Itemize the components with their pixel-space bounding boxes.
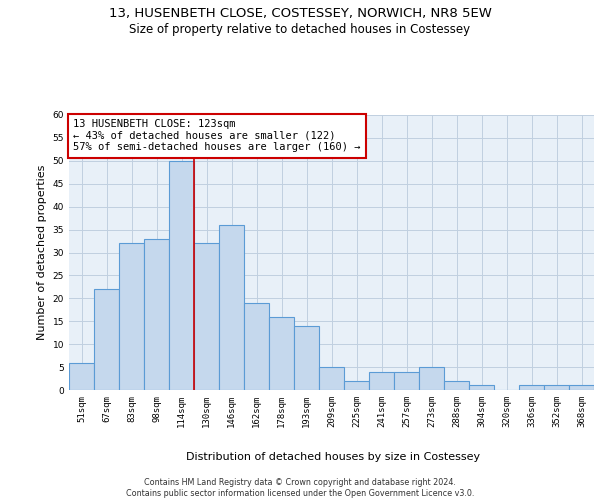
Bar [544,386,569,390]
Bar [219,225,244,390]
Bar [519,386,544,390]
Bar [119,244,144,390]
Bar [294,326,319,390]
Bar [144,239,169,390]
Text: 13 HUSENBETH CLOSE: 123sqm
← 43% of detached houses are smaller (122)
57% of sem: 13 HUSENBETH CLOSE: 123sqm ← 43% of deta… [73,119,361,152]
Bar [194,244,219,390]
Text: Contains HM Land Registry data © Crown copyright and database right 2024.
Contai: Contains HM Land Registry data © Crown c… [126,478,474,498]
Text: Distribution of detached houses by size in Costessey: Distribution of detached houses by size … [186,452,480,462]
Bar [469,386,494,390]
Bar [269,316,294,390]
Bar [69,362,94,390]
Bar [569,386,594,390]
Text: 13, HUSENBETH CLOSE, COSTESSEY, NORWICH, NR8 5EW: 13, HUSENBETH CLOSE, COSTESSEY, NORWICH,… [109,8,491,20]
Bar [344,381,369,390]
Bar [244,303,269,390]
Bar [394,372,419,390]
Bar [319,367,344,390]
Bar [369,372,394,390]
Bar [94,289,119,390]
Bar [169,161,194,390]
Text: Size of property relative to detached houses in Costessey: Size of property relative to detached ho… [130,22,470,36]
Bar [444,381,469,390]
Bar [419,367,444,390]
Y-axis label: Number of detached properties: Number of detached properties [37,165,47,340]
